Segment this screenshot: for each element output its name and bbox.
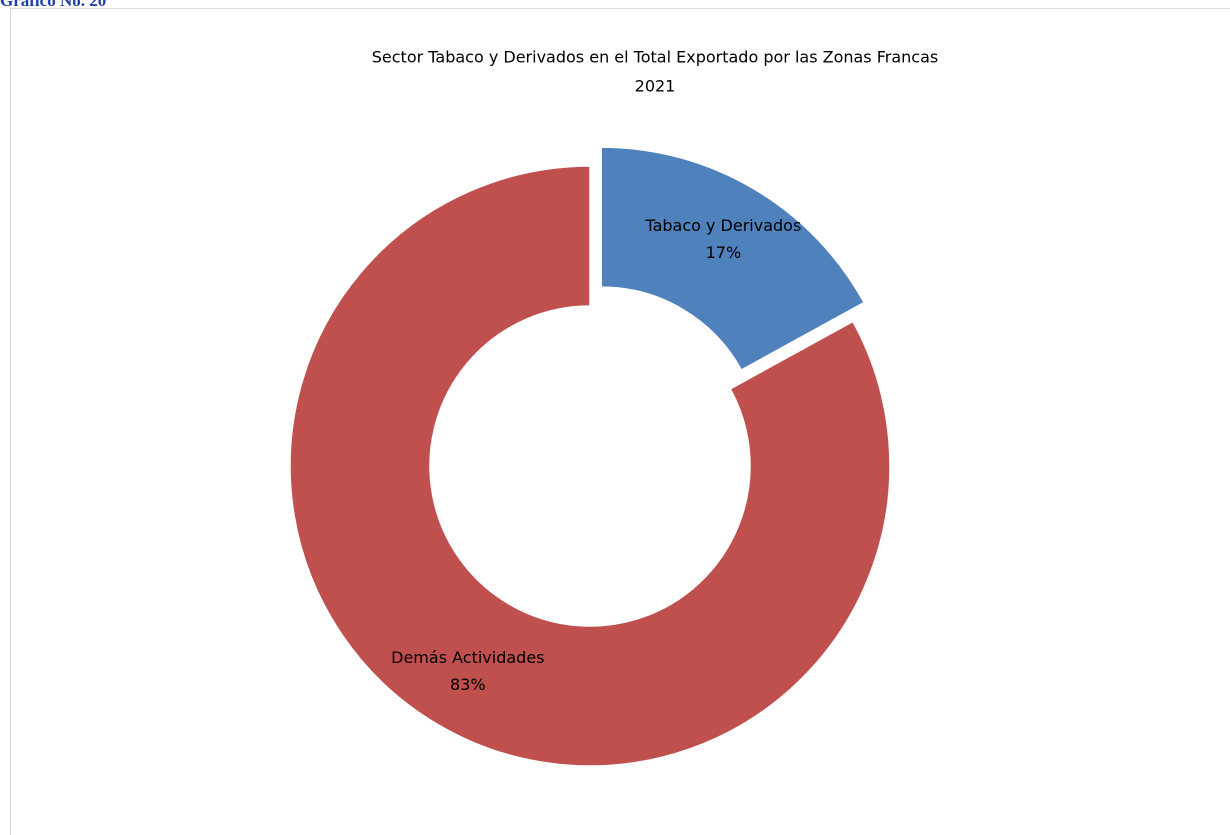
chart-title: Sector Tabaco y Derivados en el Total Ex… <box>372 48 938 67</box>
figure-caption: Gráfico No. 20 <box>0 0 106 10</box>
slice-value-label: 17% <box>706 243 742 262</box>
donut-slice <box>289 165 891 767</box>
slice-label: Tabaco y Derivados <box>644 216 801 235</box>
slice-value-label: 83% <box>450 675 486 694</box>
slice-label: Demás Actividades <box>391 648 544 667</box>
chart-subtitle: 2021 <box>635 77 676 96</box>
donut-slice <box>600 146 866 372</box>
